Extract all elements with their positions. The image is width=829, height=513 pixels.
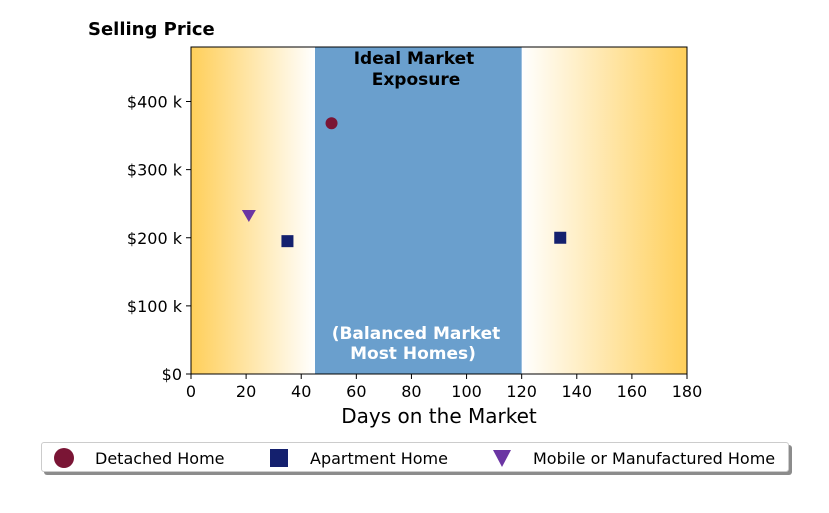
x-axis-label: Days on the Market [341, 404, 537, 428]
data-point-triangle-down-2-0 [241, 209, 256, 222]
x-tick-label: 160 [617, 382, 648, 401]
legend-item-apartment: Apartment Home [268, 447, 448, 469]
x-tick-label: 0 [186, 382, 196, 401]
x-tick-label: 60 [346, 382, 366, 401]
x-tick-label: 140 [562, 382, 593, 401]
triangle-down-marker-icon [493, 450, 511, 467]
y-tick-label: $400 k [127, 93, 183, 112]
legend-item-detached: Detached Home [53, 447, 225, 469]
chart-legend: Detached Home Apartment Home Mobile or M… [41, 442, 789, 472]
ideal-label-line1: Ideal Market [354, 49, 475, 69]
square-marker-icon [270, 449, 288, 467]
legend-label: Detached Home [95, 448, 225, 468]
chart-title: Selling Price [88, 19, 215, 40]
legend-item-mobile: Mobile or Manufactured Home [491, 447, 775, 469]
data-point-circle-0-0 [325, 117, 338, 130]
ideal-label-line2: Exposure [372, 70, 461, 90]
y-tick-label: $200 k [127, 229, 183, 248]
x-tick-label: 120 [506, 382, 537, 401]
ideal-market-exposure-band [315, 47, 522, 374]
circle-marker-icon [54, 448, 74, 468]
plot-frame [190, 46, 688, 375]
right-gradient-zone [521, 47, 687, 374]
legend-label: Mobile or Manufactured Home [533, 448, 776, 468]
x-tick-label: 100 [451, 382, 482, 401]
x-tick-label: 80 [401, 382, 421, 401]
y-tick-label: $0 [162, 365, 182, 384]
scatter-chart: Selling Price Ideal Market Exposure (Bal… [88, 19, 703, 428]
legend-label: Apartment Home [310, 448, 448, 468]
y-tick-label: $300 k [127, 161, 183, 180]
balanced-label-line1: (Balanced Market [332, 324, 501, 344]
data-point-square-1-1 [554, 231, 567, 244]
balanced-label-line2: Most Homes) [350, 344, 476, 364]
x-tick-label: 40 [291, 382, 311, 401]
x-tick-label: 20 [236, 382, 256, 401]
data-point-square-1-0 [281, 235, 294, 248]
x-tick-label: 180 [672, 382, 703, 401]
y-tick-label: $100 k [127, 297, 183, 316]
